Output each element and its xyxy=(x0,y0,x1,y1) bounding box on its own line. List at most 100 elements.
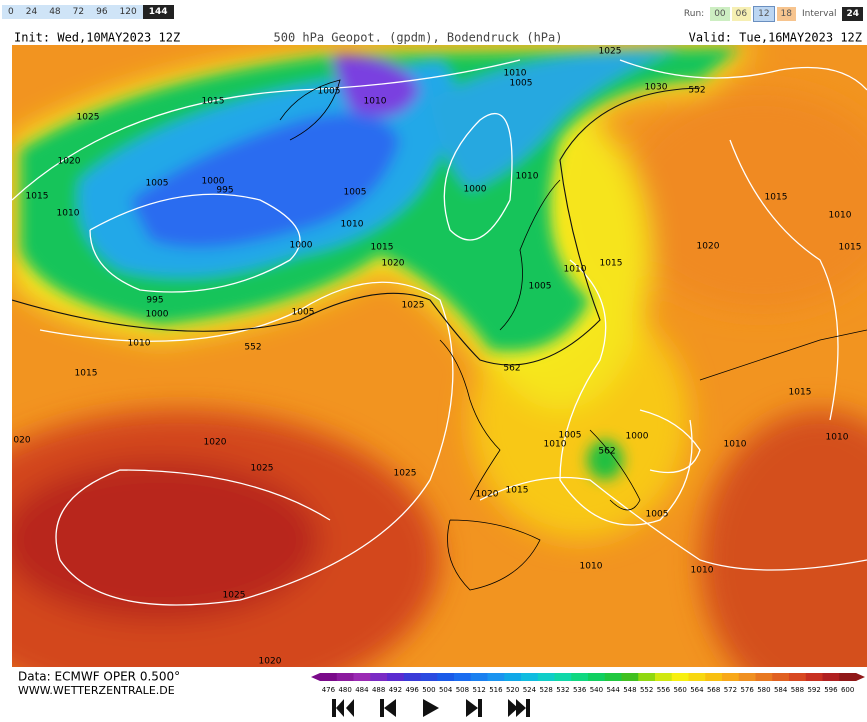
previous-button[interactable] xyxy=(378,697,398,719)
first-button[interactable] xyxy=(330,697,356,719)
isobar-label: 1025 xyxy=(599,47,622,57)
isobar-label: 1010 xyxy=(516,172,539,182)
scale-label: 548 xyxy=(623,686,636,694)
isobar-label: 1005 xyxy=(318,87,341,97)
isobar-label: 1015 xyxy=(765,193,788,203)
isobar-label: 1010 xyxy=(724,440,747,450)
valid-time: Valid: Tue,16MAY2023 12Z xyxy=(689,31,862,45)
scale-swatch xyxy=(387,673,405,681)
isobar-label: 1005 xyxy=(292,308,315,318)
run-button[interactable]: 12 xyxy=(753,6,775,22)
run-button[interactable]: 18 xyxy=(776,7,796,21)
scale-label: 600 xyxy=(841,686,854,694)
scale-swatch xyxy=(470,673,488,681)
scale-label: 536 xyxy=(573,686,587,694)
coastlines xyxy=(279,79,867,591)
scale-swatch xyxy=(336,673,354,681)
isobar-label: 1010 xyxy=(580,562,603,572)
scale-arrow-right xyxy=(856,673,865,681)
isobar-label: 1020 xyxy=(58,157,81,167)
isobar-label: 1010 xyxy=(504,69,527,79)
scale-label: 508 xyxy=(456,686,469,694)
isobar-label: 020 xyxy=(13,436,30,446)
isobar-label: 1005 xyxy=(146,179,169,189)
scale-swatch xyxy=(705,673,723,681)
step-button[interactable]: 144 xyxy=(142,5,174,19)
isobar-label: 552 xyxy=(688,86,705,96)
play-button[interactable] xyxy=(420,697,442,719)
isobar-label: 995 xyxy=(216,186,233,196)
field xyxy=(12,45,867,667)
next-button[interactable] xyxy=(464,697,484,719)
isobar-label: 1010 xyxy=(57,209,80,219)
scale-swatch xyxy=(738,673,756,681)
isobar-label: 1020 xyxy=(204,438,227,448)
scale-swatch xyxy=(655,673,673,681)
isobar-label: 1005 xyxy=(344,188,367,198)
scale-swatch xyxy=(571,673,589,681)
isobar-label: 1000 xyxy=(146,310,169,320)
isobar-label: 562 xyxy=(503,364,520,374)
scale-swatch xyxy=(588,673,606,681)
scale-label: 584 xyxy=(774,686,788,694)
scale-label: 568 xyxy=(707,686,720,694)
scale-swatch xyxy=(604,673,622,681)
toolbar: 0 24 48 72 96 120 144 Run: 00 06 12 18 Interva… xyxy=(0,0,867,28)
scale-label: 528 xyxy=(539,686,552,694)
isobar-label: 995 xyxy=(146,296,163,306)
isobar-label: 1005 xyxy=(510,79,533,89)
scale-swatch xyxy=(789,673,807,681)
scale-swatch xyxy=(822,673,840,681)
scale-label: 488 xyxy=(372,686,385,694)
scale-label: 480 xyxy=(338,686,351,694)
isobar-label: 1000 xyxy=(290,241,313,251)
scale-swatch xyxy=(403,673,421,681)
scale-swatch xyxy=(420,673,438,681)
isobar-label: 1025 xyxy=(251,464,274,474)
interval-button[interactable]: 24 xyxy=(842,7,863,21)
isobar-label: 1025 xyxy=(394,469,417,479)
scale-swatch xyxy=(521,673,539,681)
isobar-label: 1020 xyxy=(382,259,405,269)
isobar-label: 1005 xyxy=(559,431,582,441)
site-url: WWW.WETTERZENTRALE.DE xyxy=(18,684,175,697)
scale-swatch xyxy=(688,673,706,681)
interval-label: Interval xyxy=(802,9,837,19)
isobar-label: 1015 xyxy=(26,192,49,202)
scale-label: 564 xyxy=(690,686,704,694)
scale-label: 540 xyxy=(590,686,603,694)
scale-swatch xyxy=(805,673,823,681)
scale-label: 524 xyxy=(523,686,537,694)
step-button[interactable]: 0 xyxy=(8,7,14,17)
scale-swatch xyxy=(638,673,656,681)
isobar-label: 1000 xyxy=(626,432,649,442)
run-button[interactable]: 00 xyxy=(710,7,730,21)
scale-swatch xyxy=(437,673,455,681)
last-button[interactable] xyxy=(506,697,532,719)
run-button[interactable]: 06 xyxy=(731,7,752,21)
scale-label: 588 xyxy=(791,686,804,694)
scale-swatch xyxy=(537,673,555,681)
isobar-label: 1015 xyxy=(371,243,394,253)
step-button[interactable]: 72 xyxy=(72,7,85,17)
isobar-label: 1030 xyxy=(645,83,668,93)
isobar-label: 1015 xyxy=(839,243,862,253)
isobar-label: 1015 xyxy=(600,259,623,269)
isobar-label: 1025 xyxy=(402,301,425,311)
scale-label: 504 xyxy=(439,686,453,694)
scale-label: 560 xyxy=(673,686,686,694)
step-button[interactable]: 120 xyxy=(119,7,137,17)
isobar-label: 552 xyxy=(244,343,261,353)
step-button[interactable]: 24 xyxy=(25,7,38,17)
scale-label: 496 xyxy=(405,686,419,694)
map-background xyxy=(12,45,867,667)
step-button[interactable]: 48 xyxy=(49,7,61,17)
step-button[interactable]: 96 xyxy=(96,7,108,17)
run-label: Run: xyxy=(683,9,705,19)
isobar-label: 1015 xyxy=(506,486,529,496)
scale-label: 500 xyxy=(422,686,435,694)
scale-label: 576 xyxy=(740,686,754,694)
run-selector: Run: 00 06 12 18 Interval 24 xyxy=(680,6,863,22)
